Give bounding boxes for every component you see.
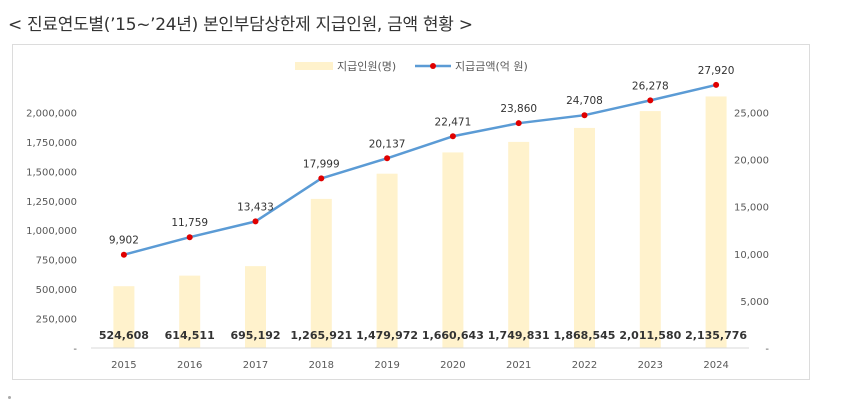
bar-value-label: 1,265,921: [290, 329, 352, 342]
bar-value-label: 524,608: [99, 329, 149, 342]
amount-point-2016: [186, 234, 193, 241]
y-right-tick-label: -: [765, 344, 769, 355]
x-tick-label: 2018: [309, 360, 334, 371]
bar-2019: [376, 173, 398, 348]
x-tick-label: 2024: [703, 360, 728, 371]
amount-point-2022: [581, 112, 588, 119]
legend-line-label: 지급금액(억 원): [455, 60, 528, 73]
x-tick-label: 2019: [374, 360, 399, 371]
bar-2022: [574, 127, 595, 348]
combo-chart: - 250,000 500,000 750,000 1,000,000 1,250,000…: [26, 60, 769, 371]
page-title: < 진료연도별(’15~’24년) 본인부담상한제 지급인원, 금액 현황 >: [8, 15, 473, 35]
bar-value-label: 2,135,776: [685, 329, 747, 342]
point-value-label: 26,278: [632, 80, 669, 92]
y-left-tick-label: 750,000: [36, 256, 77, 267]
bar-2020: [442, 152, 464, 348]
x-tick-label: 2015: [111, 360, 136, 371]
point-value-label: 13,433: [237, 201, 274, 213]
amount-point-2019: [384, 155, 391, 162]
footer-mark: [8, 396, 11, 399]
x-tick-label: 2017: [243, 360, 268, 371]
point-value-label: 23,860: [500, 103, 537, 115]
x-tick-label: 2021: [506, 360, 531, 371]
y-right-tick-label: 10,000: [734, 250, 769, 261]
amount-point-2017: [252, 218, 259, 225]
y-left-tick-label: 1,000,000: [26, 226, 77, 237]
amount-point-2020: [449, 133, 456, 140]
point-value-label: 20,137: [369, 138, 406, 150]
y-right-tick-label: 20,000: [734, 156, 769, 167]
point-value-label: 27,920: [698, 65, 735, 77]
amount-point-2015: [120, 251, 127, 258]
point-value-label: 9,902: [109, 235, 139, 247]
bar-value-label: 1,868,545: [554, 329, 616, 342]
bar-2018: [310, 198, 332, 348]
bar-2015: [113, 286, 135, 348]
point-value-label: 22,471: [435, 116, 472, 128]
y-right-tick-label: 5,000: [740, 297, 769, 308]
amount-point-2023: [647, 97, 654, 104]
bar-value-label: 1,479,972: [356, 329, 418, 342]
y-right-tick-label: 25,000: [734, 108, 769, 119]
bar-2023: [639, 111, 661, 349]
y-left-tick-label: 1,250,000: [26, 197, 77, 208]
amount-point-2018: [318, 175, 325, 182]
legend-bar-label: 지급인원(명): [337, 60, 396, 73]
x-tick-label: 2023: [638, 360, 663, 371]
bar-2017: [245, 266, 266, 348]
legend-line-marker: [430, 63, 436, 69]
point-value-label: 17,999: [303, 158, 340, 170]
amount-point-2024: [713, 81, 720, 88]
x-tick-label: 2016: [177, 360, 202, 371]
y-left-tick-label: 500,000: [36, 285, 77, 296]
x-tick-label: 2020: [440, 360, 465, 371]
amount-line: [123, 83, 717, 256]
bar-value-label: 695,192: [230, 329, 280, 342]
point-value-label: 11,759: [171, 217, 208, 229]
bar-value-label: 1,660,643: [422, 329, 484, 342]
amount-point-2021: [515, 120, 522, 127]
bar-2024: [705, 96, 727, 348]
y-right-tick-label: 15,000: [734, 203, 769, 214]
y-left-tick-label: 1,500,000: [26, 167, 77, 178]
legend-bar-swatch: [295, 62, 333, 70]
bar-2016: [179, 275, 201, 348]
bar-2021: [508, 141, 530, 348]
x-tick-label: 2022: [572, 360, 597, 371]
point-value-label: 24,708: [566, 95, 603, 107]
y-left-tick-label: -: [73, 344, 77, 355]
y-left-tick-label: 1,750,000: [26, 138, 77, 149]
y-left-tick-label: 250,000: [36, 315, 77, 326]
chart-container: - 250,000 500,000 750,000 1,000,000 1,250,000…: [12, 44, 810, 380]
bar-value-label: 1,749,831: [488, 329, 550, 342]
bar-value-label: 2,011,580: [619, 329, 681, 342]
bar-value-label: 614,511: [165, 329, 215, 342]
y-left-tick-label: 2,000,000: [26, 108, 77, 119]
